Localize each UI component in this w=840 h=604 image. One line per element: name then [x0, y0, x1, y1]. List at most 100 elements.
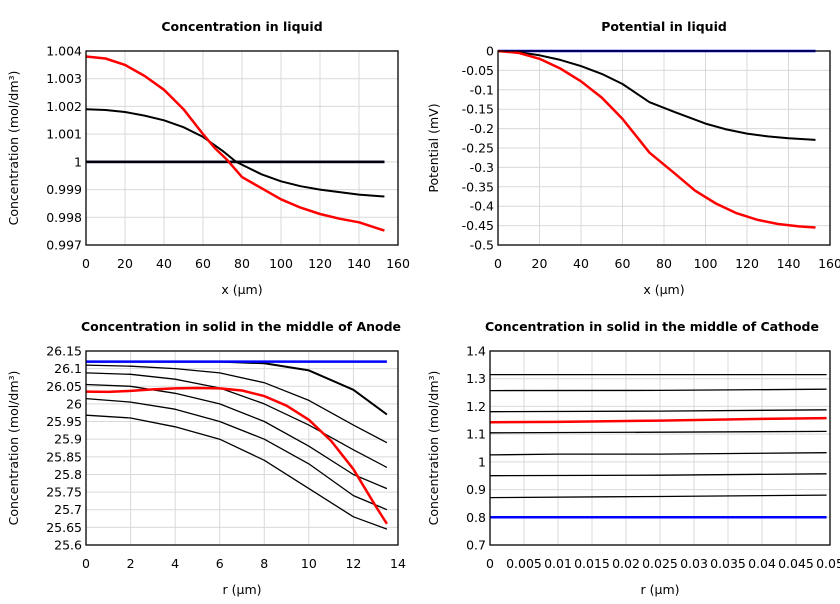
chart-title: Concentration in liquid	[161, 19, 322, 34]
y-tick-label: 1.3	[466, 371, 486, 386]
y-axis-label: Concentration (mol/dm³)	[6, 71, 21, 226]
x-tick-label: 60	[615, 256, 631, 271]
series-line-4	[85, 55, 385, 232]
y-tick-label: -0.45	[462, 218, 494, 233]
y-tick-label: -0.3	[470, 160, 494, 175]
x-axis-label: r (µm)	[223, 582, 262, 597]
y-tick-label: -0.1	[470, 82, 494, 97]
y-tick-label: 0.7	[466, 538, 486, 553]
y-tick-label: -0.15	[462, 102, 494, 117]
x-tick-label: 0.045	[778, 556, 814, 571]
series-line-3	[85, 372, 388, 468]
series-line-6	[489, 473, 827, 477]
x-tick-label: 10	[301, 556, 317, 571]
series-line-8	[489, 416, 827, 424]
x-tick-label: 0.005	[506, 556, 542, 571]
x-tick-label: 0.05	[816, 556, 840, 571]
series-line-6	[85, 414, 388, 530]
x-tick-label: 120	[735, 256, 759, 271]
series-line-1	[86, 360, 388, 416]
series-line-3	[489, 409, 827, 413]
series-line-5	[489, 452, 827, 456]
chart-title: Concentration in solid in the middle of …	[81, 319, 401, 334]
y-tick-label: 1	[74, 154, 82, 169]
y-tick-label: 1.2	[466, 399, 486, 414]
x-tick-label: 0.01	[544, 556, 572, 571]
series-line-5	[85, 397, 388, 511]
y-axis-label: Concentration (mol/dm³)	[6, 371, 21, 526]
y-axis-label: Concentration (mol/dm³)	[426, 371, 441, 526]
x-tick-label: 4	[171, 556, 179, 571]
y-tick-label: 0.997	[46, 238, 82, 253]
x-tick-label: 100	[694, 256, 718, 271]
y-tick-label: 0.999	[46, 182, 82, 197]
x-tick-label: 160	[386, 256, 410, 271]
axes-frame	[85, 350, 399, 546]
y-tick-label: 1.4	[466, 344, 486, 359]
y-tick-label: 25.9	[54, 432, 82, 447]
x-tick-label: 14	[390, 556, 406, 571]
x-tick-label: 0.03	[680, 556, 708, 571]
x-tick-label: 0	[82, 256, 90, 271]
x-tick-label: 6	[216, 556, 224, 571]
y-tick-label: -0.5	[470, 238, 494, 253]
x-tick-label: 8	[260, 556, 268, 571]
axes-frame	[497, 50, 831, 246]
y-tick-label: 1.1	[466, 427, 486, 442]
y-tick-label: -0.25	[462, 141, 494, 156]
y-tick-label: -0.2	[470, 121, 494, 136]
axes-frame	[85, 50, 399, 246]
subplot-4: 0 0.005 0.01 0.015 0.02 0.025 0.03 0.035 0.04 0.0…	[426, 319, 840, 597]
y-tick-label: -0.4	[470, 199, 494, 214]
y-tick-label: 26.05	[46, 379, 82, 394]
series-line-3	[497, 49, 816, 229]
y-tick-label: 25.7	[54, 502, 82, 517]
y-tick-label: 26.15	[46, 344, 82, 359]
series-line-2	[497, 50, 816, 141]
y-tick-label: 25.75	[46, 485, 82, 500]
subplot-3: 0 2 4 6 8 10 12 14 25.6 25.65 25.7 25.75 25.8 25.85 25…	[6, 319, 406, 597]
series-line-2	[85, 364, 388, 444]
y-tick-label: 1	[478, 454, 486, 469]
x-tick-label: 0	[82, 556, 90, 571]
series-line-4	[489, 430, 827, 434]
x-tick-label: 0.02	[612, 556, 640, 571]
y-tick-label: 1.001	[46, 127, 82, 142]
chart-title: Concentration in solid in the middle of …	[485, 319, 819, 334]
series-line-7	[489, 494, 827, 499]
series-line-8	[85, 386, 388, 525]
y-tick-label: 1.003	[46, 71, 82, 86]
y-tick-label: 0.8	[466, 510, 486, 525]
y-tick-label: 26.1	[54, 361, 82, 376]
x-tick-label: 0	[494, 256, 502, 271]
y-tick-label: 0	[486, 44, 494, 59]
x-tick-label: 2	[127, 556, 135, 571]
x-tick-label: 40	[573, 256, 589, 271]
x-tick-label: 140	[777, 256, 801, 271]
y-tick-label: 25.8	[54, 467, 82, 482]
subplot-1: 0 20 40 60 80 100 120 140 160 0.997 0.998 0.999 1 1.0…	[6, 19, 410, 297]
y-tick-label: 25.95	[46, 414, 82, 429]
x-tick-label: 0.025	[642, 556, 678, 571]
y-tick-label: -0.35	[462, 179, 494, 194]
y-tick-label: -0.05	[462, 63, 494, 78]
x-axis-label: x (µm)	[221, 282, 262, 297]
chart-title: Potential in liquid	[601, 19, 727, 34]
subplot-2: 0 20 40 60 80 100 120 140 160 -0.5 -0.45 -0.4 -0.35 -…	[426, 19, 840, 297]
y-tick-label: 25.65	[46, 520, 82, 535]
series-line-3	[85, 108, 385, 198]
series-line-2	[489, 388, 827, 392]
x-tick-label: 40	[156, 256, 172, 271]
y-axis-label: Potential (mV)	[426, 103, 441, 192]
x-axis-label: x (µm)	[643, 282, 684, 297]
y-tick-label: 1.002	[46, 99, 82, 114]
x-tick-label: 80	[656, 256, 672, 271]
y-tick-label: 1.004	[46, 44, 82, 59]
x-tick-label: 12	[345, 556, 361, 571]
x-tick-label: 140	[347, 256, 371, 271]
x-tick-label: 20	[117, 256, 133, 271]
x-tick-label: 0.04	[748, 556, 776, 571]
x-tick-label: 160	[818, 256, 840, 271]
x-tick-label: 0.015	[574, 556, 610, 571]
x-tick-label: 0	[486, 556, 494, 571]
